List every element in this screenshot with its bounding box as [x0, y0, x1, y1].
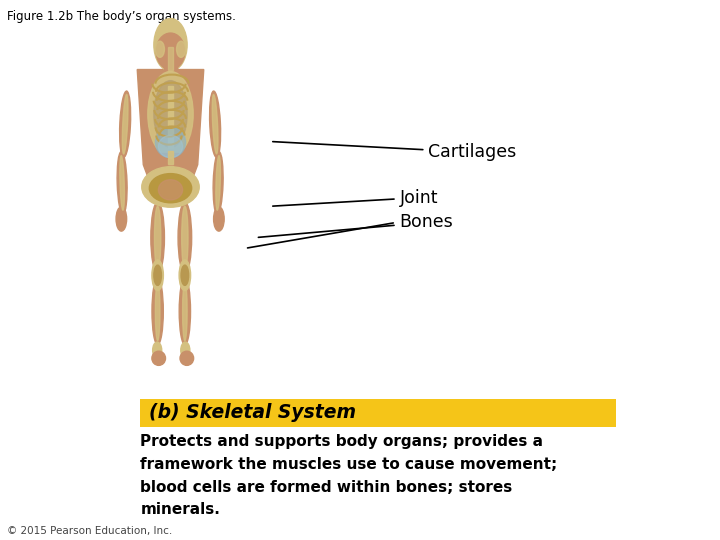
- Ellipse shape: [120, 91, 130, 157]
- Ellipse shape: [176, 41, 186, 57]
- Ellipse shape: [156, 33, 185, 70]
- Text: Figure 1.2b The body’s organ systems.: Figure 1.2b The body’s organ systems.: [7, 10, 236, 23]
- Ellipse shape: [181, 206, 188, 269]
- Ellipse shape: [156, 282, 160, 341]
- Ellipse shape: [212, 94, 218, 154]
- Ellipse shape: [180, 351, 194, 366]
- Ellipse shape: [142, 167, 199, 207]
- Ellipse shape: [154, 18, 187, 71]
- Ellipse shape: [179, 278, 191, 345]
- Circle shape: [154, 265, 161, 285]
- Ellipse shape: [213, 152, 223, 214]
- Ellipse shape: [181, 342, 190, 359]
- Bar: [153, 152, 189, 177]
- Bar: [168, 151, 174, 157]
- FancyBboxPatch shape: [140, 399, 616, 427]
- Ellipse shape: [158, 180, 183, 200]
- Ellipse shape: [149, 173, 192, 202]
- Ellipse shape: [153, 342, 162, 359]
- Bar: [168, 86, 174, 148]
- Ellipse shape: [152, 351, 166, 366]
- Polygon shape: [138, 70, 204, 181]
- Bar: [168, 158, 174, 164]
- Text: minerals.: minerals.: [140, 502, 220, 517]
- Ellipse shape: [158, 136, 183, 158]
- Ellipse shape: [178, 202, 192, 273]
- Ellipse shape: [122, 94, 128, 154]
- Ellipse shape: [210, 91, 220, 157]
- Circle shape: [179, 260, 191, 291]
- Ellipse shape: [155, 206, 161, 269]
- Text: framework the muscles use to cause movement;: framework the muscles use to cause movem…: [140, 457, 558, 472]
- Text: Bones: Bones: [258, 213, 454, 238]
- Text: Joint: Joint: [273, 188, 438, 207]
- Text: (b) Skeletal System: (b) Skeletal System: [149, 403, 356, 422]
- Ellipse shape: [116, 207, 127, 231]
- Text: Cartilages: Cartilages: [273, 141, 517, 161]
- Bar: [168, 47, 173, 70]
- Bar: [168, 165, 174, 171]
- Ellipse shape: [152, 278, 163, 345]
- Bar: [164, 47, 176, 70]
- Ellipse shape: [151, 202, 164, 273]
- Ellipse shape: [216, 156, 220, 210]
- Circle shape: [181, 265, 189, 285]
- Ellipse shape: [148, 71, 193, 157]
- Text: Protects and supports body organs; provides a: Protects and supports body organs; provi…: [140, 434, 544, 449]
- Ellipse shape: [156, 127, 186, 158]
- Ellipse shape: [214, 207, 224, 231]
- Ellipse shape: [120, 156, 125, 210]
- Ellipse shape: [156, 41, 164, 57]
- Circle shape: [152, 260, 163, 291]
- Ellipse shape: [117, 152, 127, 214]
- Text: © 2015 Pearson Education, Inc.: © 2015 Pearson Education, Inc.: [7, 525, 173, 536]
- Ellipse shape: [183, 282, 187, 341]
- Text: blood cells are formed within bones; stores: blood cells are formed within bones; sto…: [140, 480, 513, 495]
- Ellipse shape: [154, 80, 187, 147]
